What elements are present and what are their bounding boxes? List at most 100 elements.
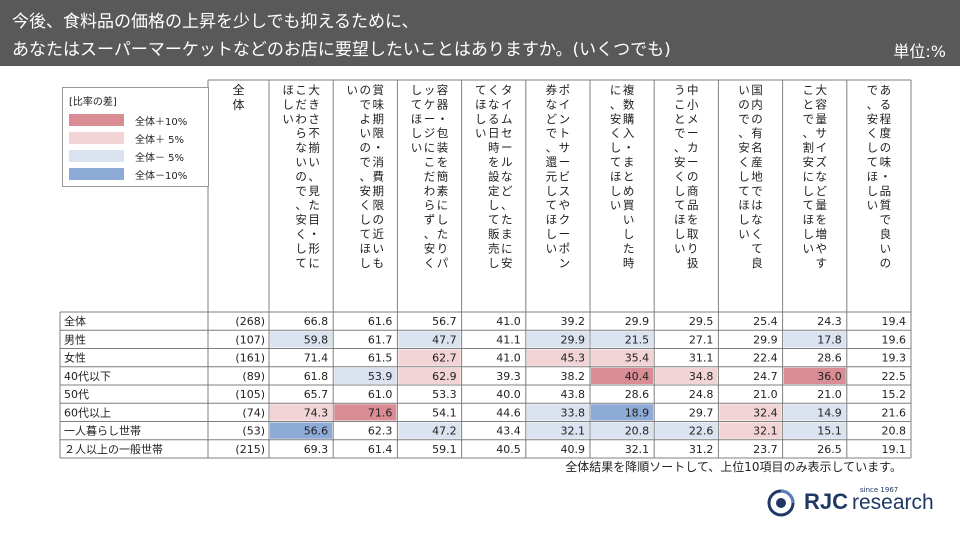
shaded-cell: [655, 422, 718, 439]
column-header-char: の: [295, 169, 307, 183]
column-header-char: ポ: [559, 241, 571, 255]
shaded-cell: [526, 331, 589, 348]
column-header-char: 安: [501, 256, 513, 270]
shaded-cell: [591, 367, 654, 384]
shaded-cell: [783, 422, 846, 439]
legend-swatch-plus5: [69, 132, 124, 144]
column-header-char: し: [867, 184, 879, 198]
column-header-char: 量: [815, 112, 827, 126]
column-header-char: 器: [437, 97, 449, 111]
shaded-cell: [591, 404, 654, 421]
column-header-char: ケ: [424, 97, 436, 111]
column-header-char: な: [501, 169, 513, 183]
column-header-char: イ: [501, 97, 513, 111]
column-header-char: ズ: [815, 155, 827, 169]
data-value: 21.6: [882, 406, 907, 419]
column-header-char: で: [360, 97, 372, 111]
data-value: 59.8: [304, 333, 329, 346]
column-header-char: 賞: [373, 83, 385, 97]
column-header-char: す: [815, 256, 827, 270]
column-header-char: し: [610, 141, 622, 155]
column-header-char: ほ: [282, 83, 294, 97]
data-value: 61.6: [368, 315, 393, 328]
data-value: 59.1: [432, 443, 457, 456]
column-header-char: 数: [623, 97, 635, 111]
shaded-cell: [526, 404, 589, 421]
column-header-char: は: [751, 198, 763, 212]
column-header-char: イ: [559, 97, 571, 111]
data-value: 19.4: [882, 315, 907, 328]
data-value: 28.6: [625, 388, 650, 401]
footer-note: 全体結果を降順ソートして、上位10項目のみ表示しています。: [565, 460, 902, 474]
column-header-char: て: [751, 241, 763, 255]
column-header-char: で: [880, 213, 892, 227]
data-value: 35.4: [625, 352, 650, 365]
column-header-char: 安: [802, 155, 814, 169]
column-header-char: ら: [424, 198, 436, 212]
column-header-char: 容: [815, 97, 827, 111]
column-header-char: し: [802, 227, 814, 241]
column-header-char: 期: [373, 112, 385, 126]
row-label: 60代以上: [64, 406, 111, 419]
column-header-char: く: [738, 155, 750, 169]
column-header-char: 、: [424, 227, 436, 241]
column-header-char: 度: [880, 126, 892, 140]
column-header-char: あ: [880, 83, 892, 97]
column-header-char: 、: [546, 141, 558, 155]
column-header-char: な: [546, 97, 558, 111]
column-header-char: ト: [559, 126, 571, 140]
shaded-cell: [783, 367, 846, 384]
column-header-char: い: [295, 155, 307, 169]
column-header-char: 国: [751, 83, 763, 97]
shaded-cell: [398, 331, 461, 348]
data-value: 53.3: [432, 388, 457, 401]
column-header-char: 味: [880, 155, 892, 169]
column-header-char: で: [802, 112, 814, 126]
column-header-char: 扱: [687, 256, 699, 270]
column-header-char: の: [738, 97, 750, 111]
column-header-char: て: [802, 198, 814, 212]
column-header-char: 地: [751, 169, 763, 183]
column-header-char: し: [411, 83, 423, 97]
data-value: 40.4: [625, 370, 650, 383]
column-header-char: い: [411, 141, 423, 155]
column-header-char: ッ: [424, 83, 436, 97]
legend-swatch-plus10: [69, 114, 124, 126]
column-header-char: 券: [546, 83, 558, 97]
shaded-cell: [719, 422, 782, 439]
column-header-char: ま: [501, 227, 513, 241]
data-value: 61.4: [368, 443, 393, 456]
column-header-char: く: [610, 126, 622, 140]
column-header-char: て: [411, 97, 423, 111]
data-value: 24.7: [753, 370, 778, 383]
data-value: 56.7: [432, 315, 457, 328]
column-header-char: 大: [308, 83, 320, 97]
column-header-char: の: [373, 213, 385, 227]
column-header-char: い: [282, 112, 294, 126]
column-header-char: し: [623, 227, 635, 241]
column-header-char: ム: [501, 112, 513, 126]
column-header-char: 購: [623, 112, 635, 126]
column-header-char: で: [546, 126, 558, 140]
data-value: 20.8: [625, 425, 650, 438]
shaded-cell: [526, 422, 589, 439]
column-header-char: 元: [546, 169, 558, 183]
column-header-char: や: [815, 241, 827, 255]
column-header-char: サ: [559, 141, 571, 155]
column-header-char: 不: [308, 126, 320, 140]
column-header-char: く: [424, 256, 436, 270]
shaded-cell: [719, 404, 782, 421]
legend-item-plus10: 全体＋10%: [69, 112, 204, 128]
row-sample-size: (74): [242, 406, 265, 419]
column-header-char: に: [308, 256, 320, 270]
data-value: 38.2: [561, 370, 586, 383]
data-value: 56.6: [304, 425, 329, 438]
column-header-char: し: [282, 97, 294, 111]
row-sample-size: (161): [235, 352, 265, 365]
data-value: 29.9: [561, 333, 586, 346]
shaded-cell: [334, 404, 397, 421]
column-header-char: ー: [501, 141, 513, 155]
column-header-char: 限: [373, 198, 385, 212]
data-value: 54.1: [432, 406, 457, 419]
column-header-char: い: [738, 227, 750, 241]
